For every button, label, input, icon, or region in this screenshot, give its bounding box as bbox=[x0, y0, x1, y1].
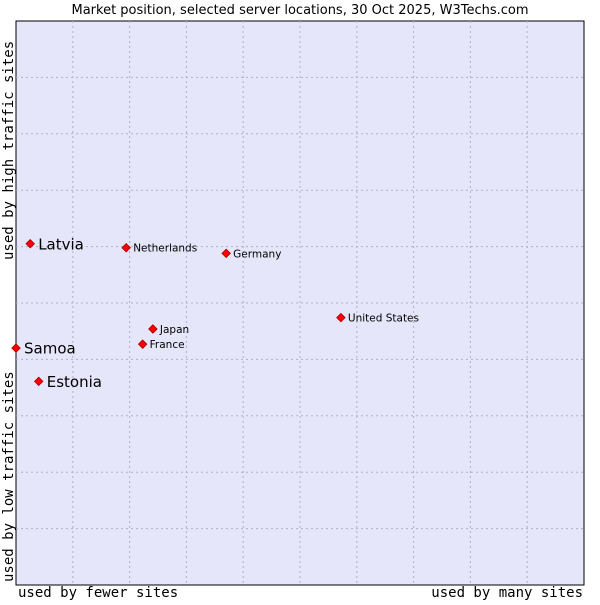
point-marker-japan bbox=[148, 324, 158, 334]
data-point-france: France bbox=[137, 339, 185, 351]
data-points: Latvia Netherlands Germany United States Jap… bbox=[11, 235, 419, 391]
point-marker-germany bbox=[221, 248, 231, 259]
data-point-united-states: United States bbox=[336, 312, 419, 325]
y-axis-label-low-traffic: used by low traffic sites bbox=[1, 371, 17, 582]
data-point-estonia: Estonia bbox=[33, 373, 102, 391]
point-marker-netherlands bbox=[121, 242, 131, 253]
y-axis-label-high-traffic: used by high traffic sites bbox=[1, 41, 17, 260]
point-marker-samoa bbox=[11, 343, 21, 353]
point-label-france: France bbox=[150, 339, 185, 351]
point-label-japan: Japan bbox=[159, 324, 189, 336]
point-label-estonia: Estonia bbox=[47, 373, 102, 391]
point-marker-united-states bbox=[336, 312, 346, 323]
data-point-samoa: Samoa bbox=[11, 340, 76, 358]
data-point-germany: Germany bbox=[221, 248, 281, 260]
data-point-latvia: Latvia bbox=[25, 235, 84, 253]
chart-title: Market position, selected server locatio… bbox=[71, 3, 528, 18]
x-axis-label-fewer: used by fewer sites bbox=[18, 585, 178, 600]
point-label-netherlands: Netherlands bbox=[133, 243, 197, 255]
point-label-united-states: United States bbox=[348, 313, 419, 325]
point-label-germany: Germany bbox=[233, 248, 281, 260]
grid-lines bbox=[16, 21, 584, 585]
x-axis-label-many: used by many sites bbox=[431, 585, 583, 600]
data-point-netherlands: Netherlands bbox=[121, 242, 197, 255]
data-point-japan: Japan bbox=[148, 324, 189, 336]
point-label-latvia: Latvia bbox=[38, 235, 84, 253]
point-marker-latvia bbox=[25, 239, 35, 249]
point-marker-estonia bbox=[33, 376, 44, 387]
point-label-samoa: Samoa bbox=[24, 340, 76, 358]
point-marker-france bbox=[137, 339, 148, 349]
